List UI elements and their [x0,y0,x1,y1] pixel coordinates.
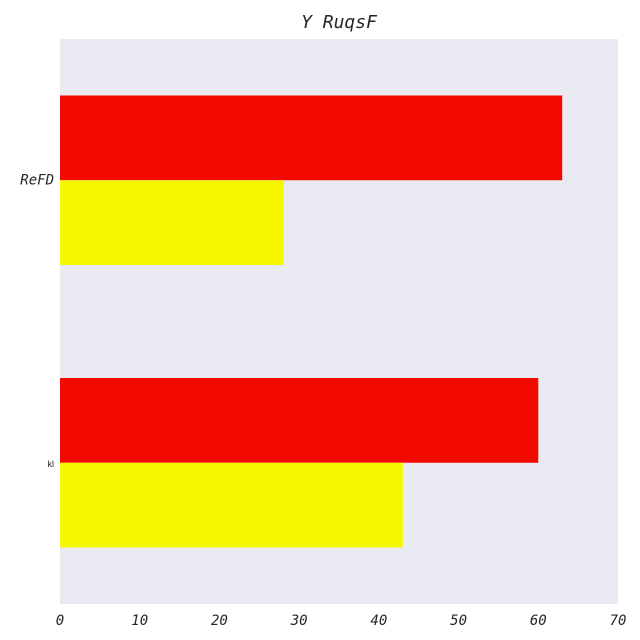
x-tick-label: 70 [610,613,627,629]
bars-group [60,95,563,548]
y-tick-label: kl [48,459,55,469]
bar-kl-series-1 [60,378,539,463]
x-tick-label: 10 [131,613,148,629]
x-tick-label: 40 [370,613,387,629]
bar-kl-series-2 [60,462,403,548]
bar-ReFD-series-1 [60,95,563,181]
x-tick-label: 30 [290,613,308,629]
x-tick-label: 0 [56,613,64,629]
y-tick-label: ReFD [20,172,54,188]
y-tick-labels: ReFD kl [20,172,54,469]
x-tick-labels: 0 10 20 30 40 50 60 70 [56,613,627,629]
x-tick-label: 20 [211,613,228,629]
chart-title: Y RuqsF [301,12,378,33]
x-tick-label: 60 [530,613,547,629]
x-tick-label: 50 [450,613,467,629]
bar-ReFD-series-2 [60,180,284,265]
